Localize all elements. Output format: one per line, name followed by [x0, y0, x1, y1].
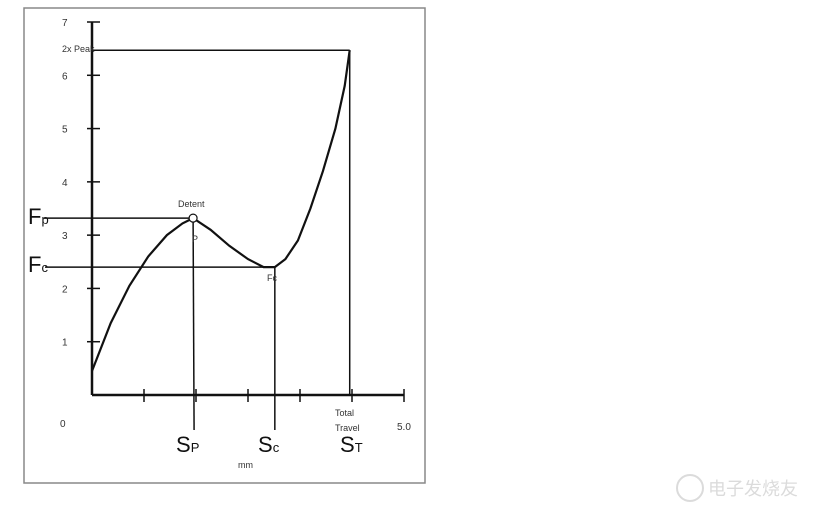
x-tick-label: 0 [60, 419, 66, 430]
y-tick-label: 6 [62, 71, 68, 82]
y-tick-label: 3 [62, 231, 68, 242]
detent-marker [188, 213, 198, 223]
force-curve [90, 50, 351, 372]
peak-label: 2x Peak [62, 44, 95, 54]
detent-label: Detent [178, 199, 205, 209]
total-label: Total [335, 408, 354, 418]
travel-label: Travel [335, 423, 360, 433]
y-tick-label: 2 [62, 284, 68, 295]
fp-label: Fp [28, 204, 49, 229]
y-tick-label: 7 [62, 18, 68, 29]
fc-label: Fc [28, 252, 48, 277]
x-axis-label: mm [238, 460, 253, 470]
fc-point-label: Fc [267, 273, 277, 283]
watermark-logo: 电子发烧友 [676, 474, 798, 502]
y-tick-label: 1 [62, 338, 68, 349]
st-label: ST [340, 432, 363, 457]
sc-label: Sc [258, 432, 280, 457]
sp-line [192, 218, 195, 431]
y-tick-label: 4 [62, 178, 68, 189]
watermark-icon [676, 474, 704, 502]
sp-label: SP [176, 432, 199, 457]
watermark-text: 电子发烧友 [708, 479, 798, 499]
p-label: P [192, 234, 198, 244]
x-tick-label: 5.0 [397, 422, 411, 433]
y-tick-label: 5 [62, 125, 68, 136]
frame [23, 7, 426, 484]
